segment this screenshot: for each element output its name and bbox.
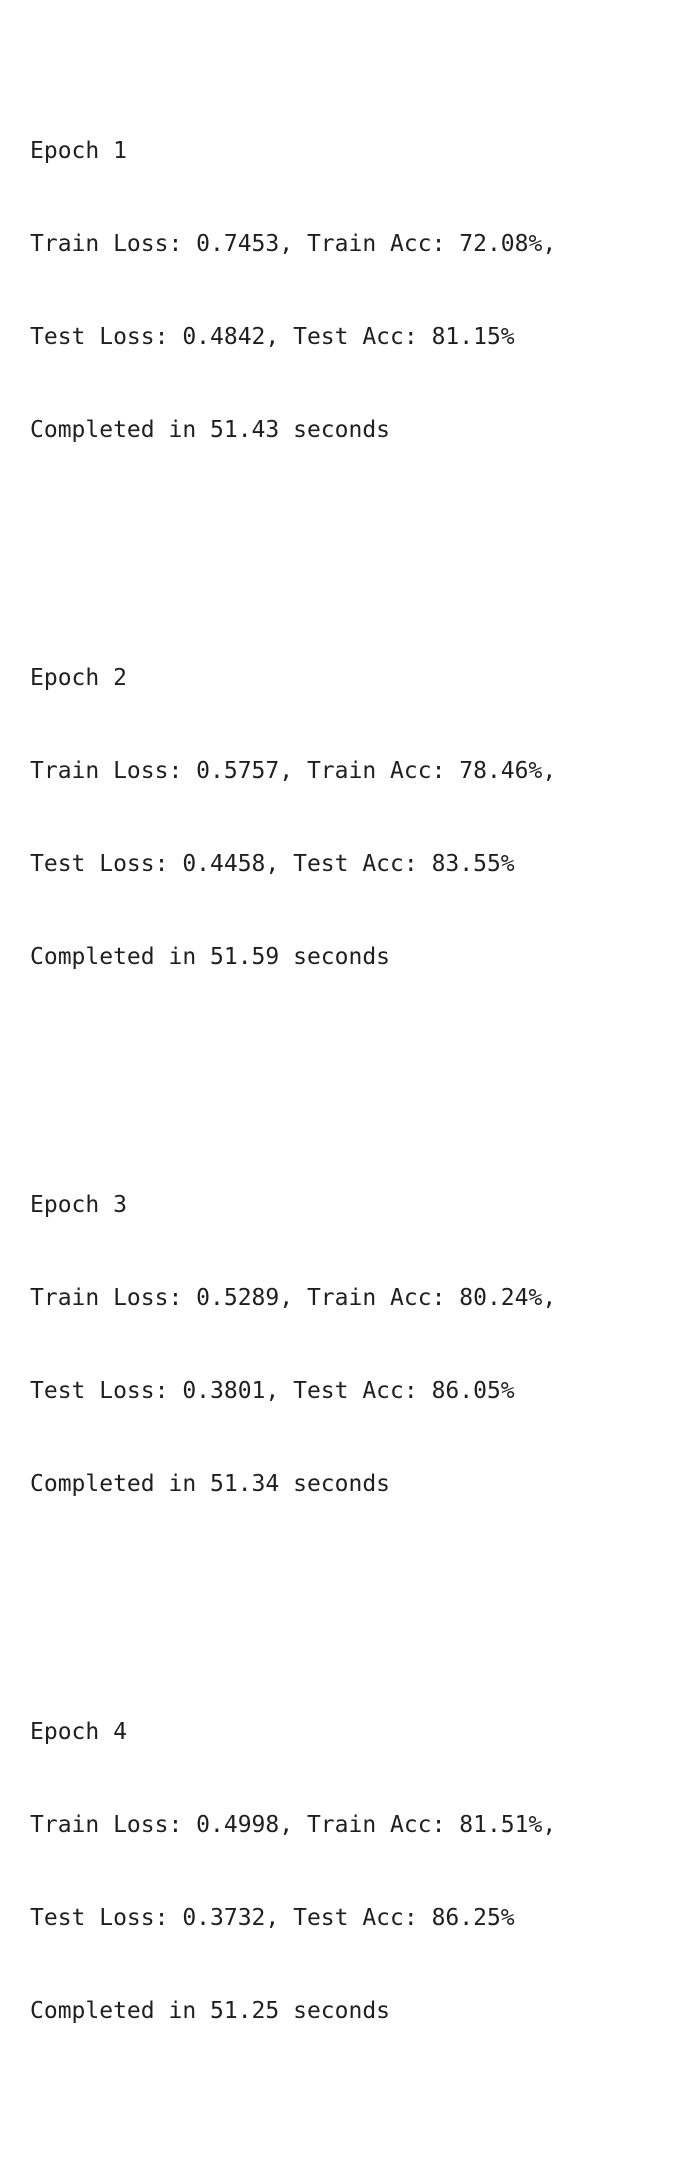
- epoch-block-1: Epoch 1 Train Loss: 0.7453, Train Acc: 7…: [30, 74, 556, 508]
- epoch-heading: Epoch 3: [30, 1192, 127, 1218]
- test-metrics-line: Test Loss: 0.3801, Test Acc: 86.05%: [30, 1378, 515, 1404]
- epoch-duration-line: Completed in 51.43 seconds: [30, 417, 391, 443]
- epoch-block-3: Epoch 3 Train Loss: 0.5289, Train Acc: 8…: [30, 1128, 556, 1562]
- test-metrics-line: Test Loss: 0.3732, Test Acc: 86.25%: [30, 1905, 515, 1931]
- epoch-heading: Epoch 2: [30, 665, 127, 691]
- epoch-block-4: Epoch 4 Train Loss: 0.4998, Train Acc: 8…: [30, 1655, 556, 2089]
- epoch-block-5: Epoch 5 Train Loss: 0.4865, Train Acc: 8…: [30, 2182, 556, 2184]
- epoch-block-2: Epoch 2 Train Loss: 0.5757, Train Acc: 7…: [30, 601, 556, 1035]
- epoch-heading: Epoch 1: [30, 138, 127, 164]
- train-metrics-line: Train Loss: 0.4998, Train Acc: 81.51%,: [30, 1812, 557, 1838]
- train-metrics-line: Train Loss: 0.7453, Train Acc: 72.08%,: [30, 231, 557, 257]
- test-metrics-line: Test Loss: 0.4458, Test Acc: 83.55%: [30, 851, 515, 877]
- training-output-log: Epoch 1 Train Loss: 0.7453, Train Acc: 7…: [30, 12, 556, 2184]
- epoch-duration-line: Completed in 51.59 seconds: [30, 944, 391, 970]
- epoch-duration-line: Completed in 51.34 seconds: [30, 1471, 391, 1497]
- epoch-duration-line: Completed in 51.25 seconds: [30, 1998, 391, 2024]
- train-metrics-line: Train Loss: 0.5289, Train Acc: 80.24%,: [30, 1285, 557, 1311]
- train-metrics-line: Train Loss: 0.5757, Train Acc: 78.46%,: [30, 758, 557, 784]
- test-metrics-line: Test Loss: 0.4842, Test Acc: 81.15%: [30, 324, 515, 350]
- epoch-heading: Epoch 4: [30, 1719, 127, 1745]
